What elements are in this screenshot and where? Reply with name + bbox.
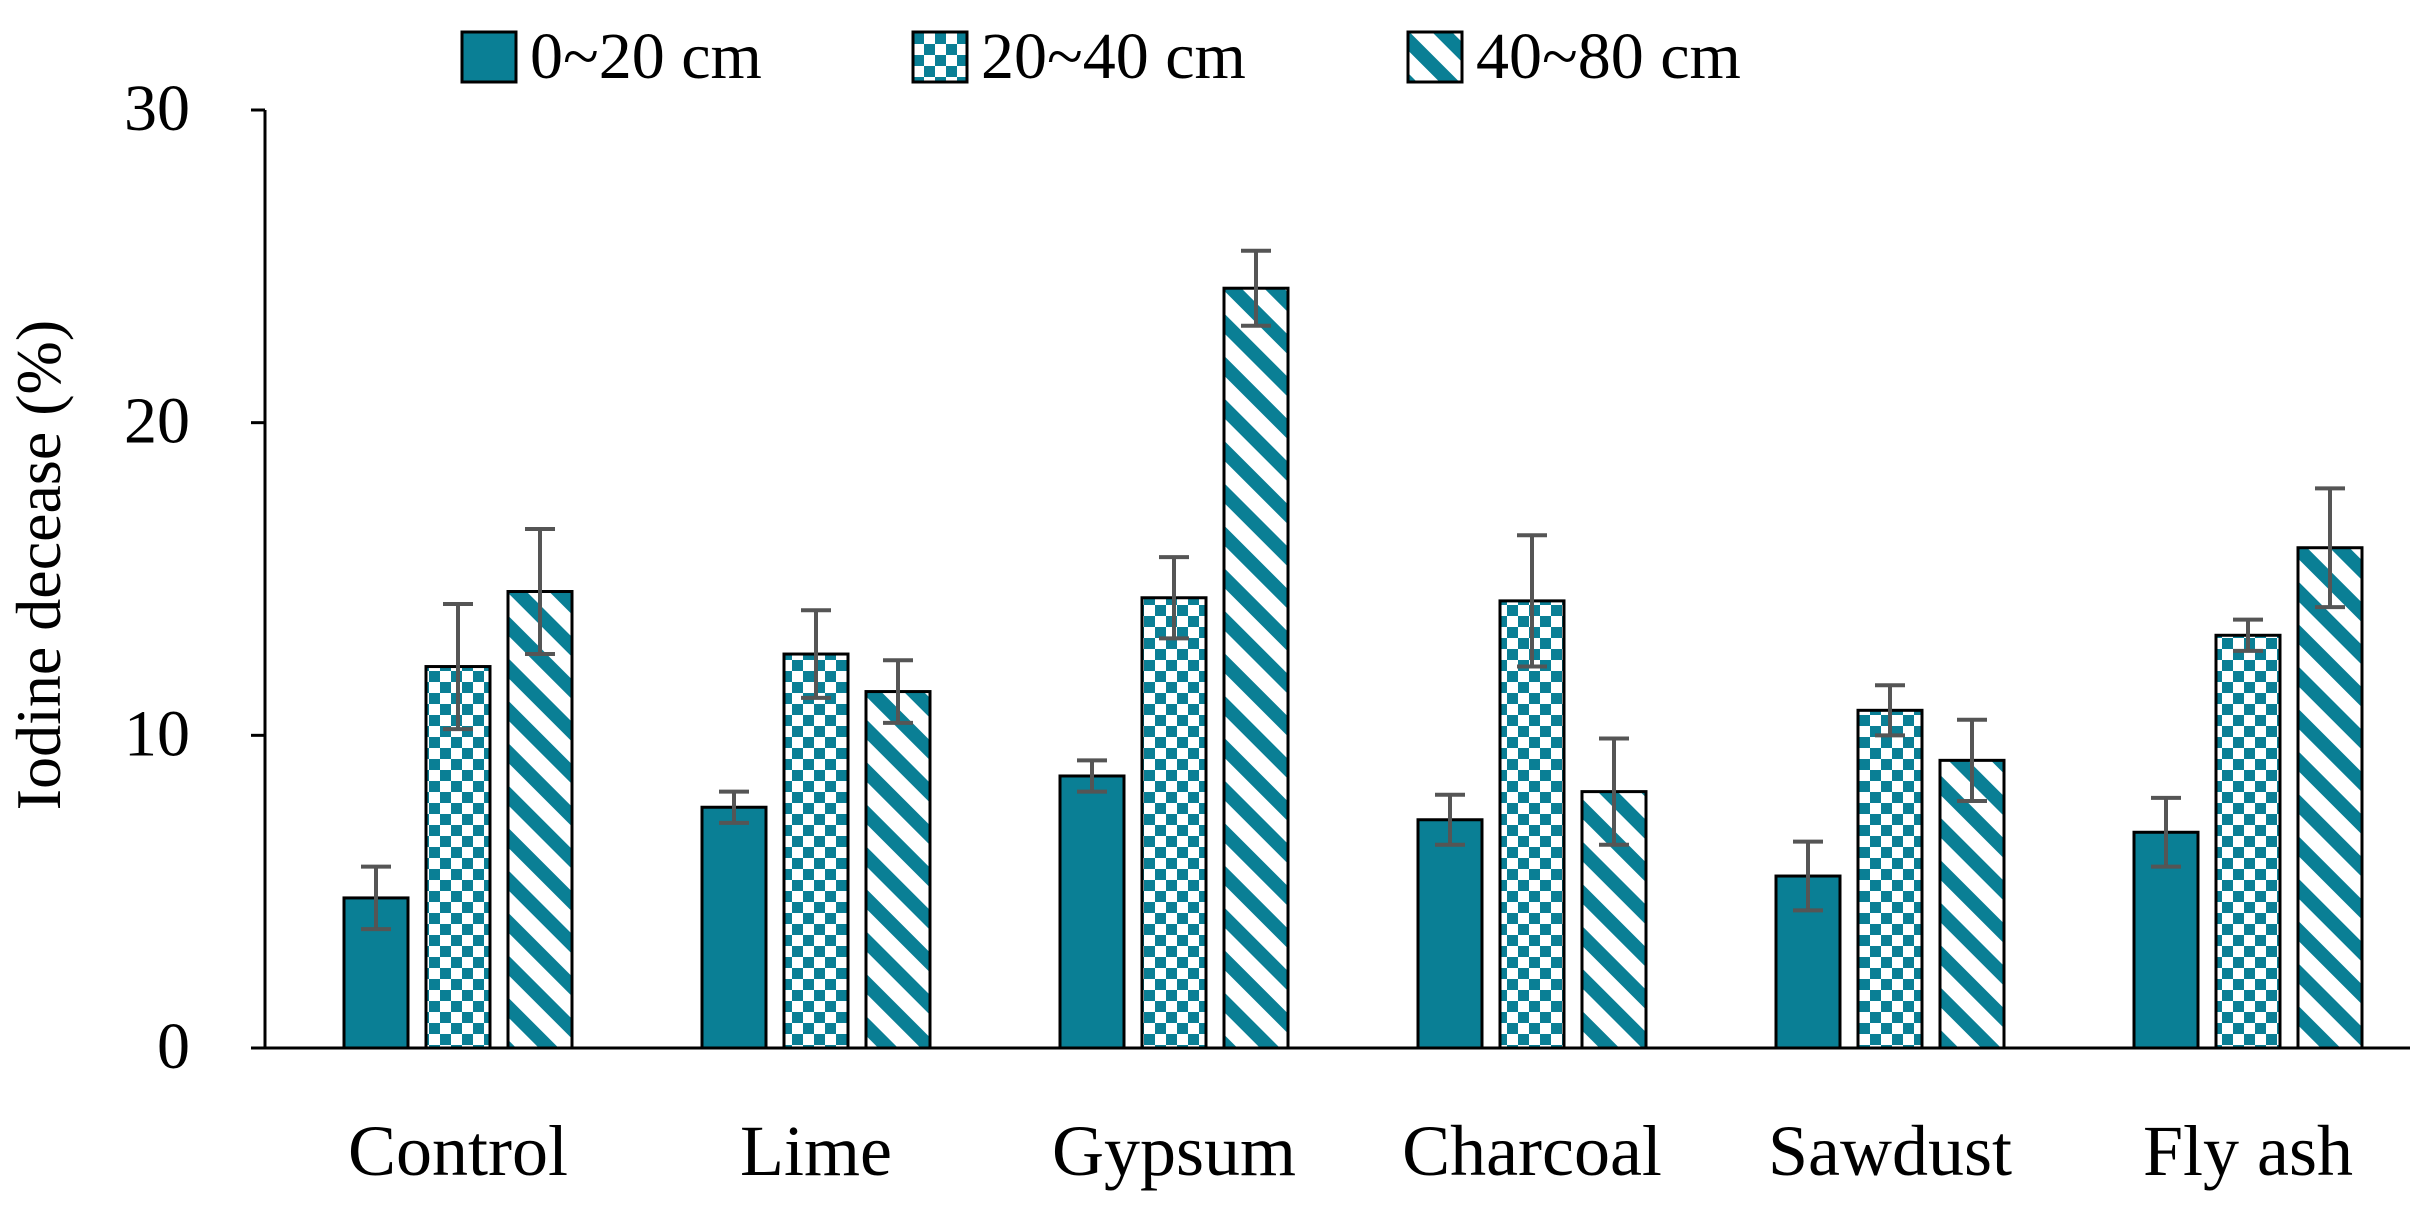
- error-bar: [1793, 839, 1823, 913]
- error-bar: [883, 658, 913, 725]
- bar-sawdust-series-3: [1938, 758, 2006, 1050]
- error-bars: [361, 248, 2345, 932]
- x-category-label: Charcoal: [1402, 1111, 1662, 1191]
- bar-sawdust-series-1: [1774, 874, 1842, 1050]
- error-bar: [1241, 248, 1271, 328]
- legend-label-3: 40~80 cm: [1476, 20, 1741, 93]
- y-axis-title: Iodine decease (%): [3, 320, 74, 810]
- legend-swatch-1: [460, 30, 518, 84]
- error-bar: [443, 602, 473, 732]
- bar-lime-series-3: [864, 690, 932, 1050]
- bar-sawdust-series-2: [1856, 708, 1924, 1050]
- error-bar: [1435, 792, 1465, 847]
- error-bar: [1077, 758, 1107, 794]
- bars: [342, 286, 2364, 1050]
- bar-lime-series-1: [700, 805, 768, 1050]
- y-axis-ticks: 0 10 20 30: [124, 72, 265, 1083]
- error-bar: [1159, 555, 1189, 641]
- error-bar: [719, 789, 749, 825]
- error-bar: [1517, 533, 1547, 669]
- error-bar: [2233, 617, 2263, 653]
- bar-fly-ash-series-3: [2296, 546, 2364, 1050]
- x-axis-labels: Control Lime Gypsum Charcoal Sawdust Fly ash: [348, 1111, 2353, 1191]
- bar-lime-series-2: [782, 652, 850, 1050]
- error-bar: [2151, 795, 2181, 869]
- bar-gypsum-series-3: [1222, 286, 1290, 1050]
- legend-label-2: 20~40 cm: [981, 20, 1246, 93]
- bar-fly-ash-series-2: [2214, 633, 2282, 1050]
- bar-charcoal-series-1: [1416, 818, 1484, 1050]
- legend-swatch-3: [1406, 30, 1464, 84]
- y-tick-label: 20: [124, 385, 190, 458]
- bar-gypsum-series-2: [1140, 596, 1208, 1050]
- bar-gypsum-series-1: [1058, 774, 1126, 1050]
- legend: 0~20 cm 20~40 cm 40~80 cm: [460, 20, 1741, 93]
- x-category-label: Fly ash: [2143, 1111, 2353, 1191]
- error-bar: [1599, 736, 1629, 847]
- y-tick-label: 30: [124, 72, 190, 145]
- y-tick-label: 10: [124, 697, 190, 770]
- error-bar: [361, 864, 391, 932]
- bar-control-series-3: [506, 590, 574, 1050]
- error-bar: [1957, 717, 1987, 803]
- error-bar: [2315, 486, 2345, 610]
- error-bar: [1875, 683, 1905, 738]
- x-category-label: Gypsum: [1052, 1111, 1296, 1191]
- x-category-label: Control: [348, 1111, 568, 1191]
- axes: [263, 110, 2410, 1050]
- error-bar: [801, 608, 831, 700]
- x-category-label: Lime: [740, 1111, 892, 1191]
- y-tick-label: 0: [157, 1010, 190, 1083]
- error-bar: [525, 526, 555, 657]
- legend-label-1: 0~20 cm: [530, 20, 762, 93]
- legend-swatch-2: [911, 30, 969, 84]
- x-category-label: Sawdust: [1768, 1111, 2012, 1191]
